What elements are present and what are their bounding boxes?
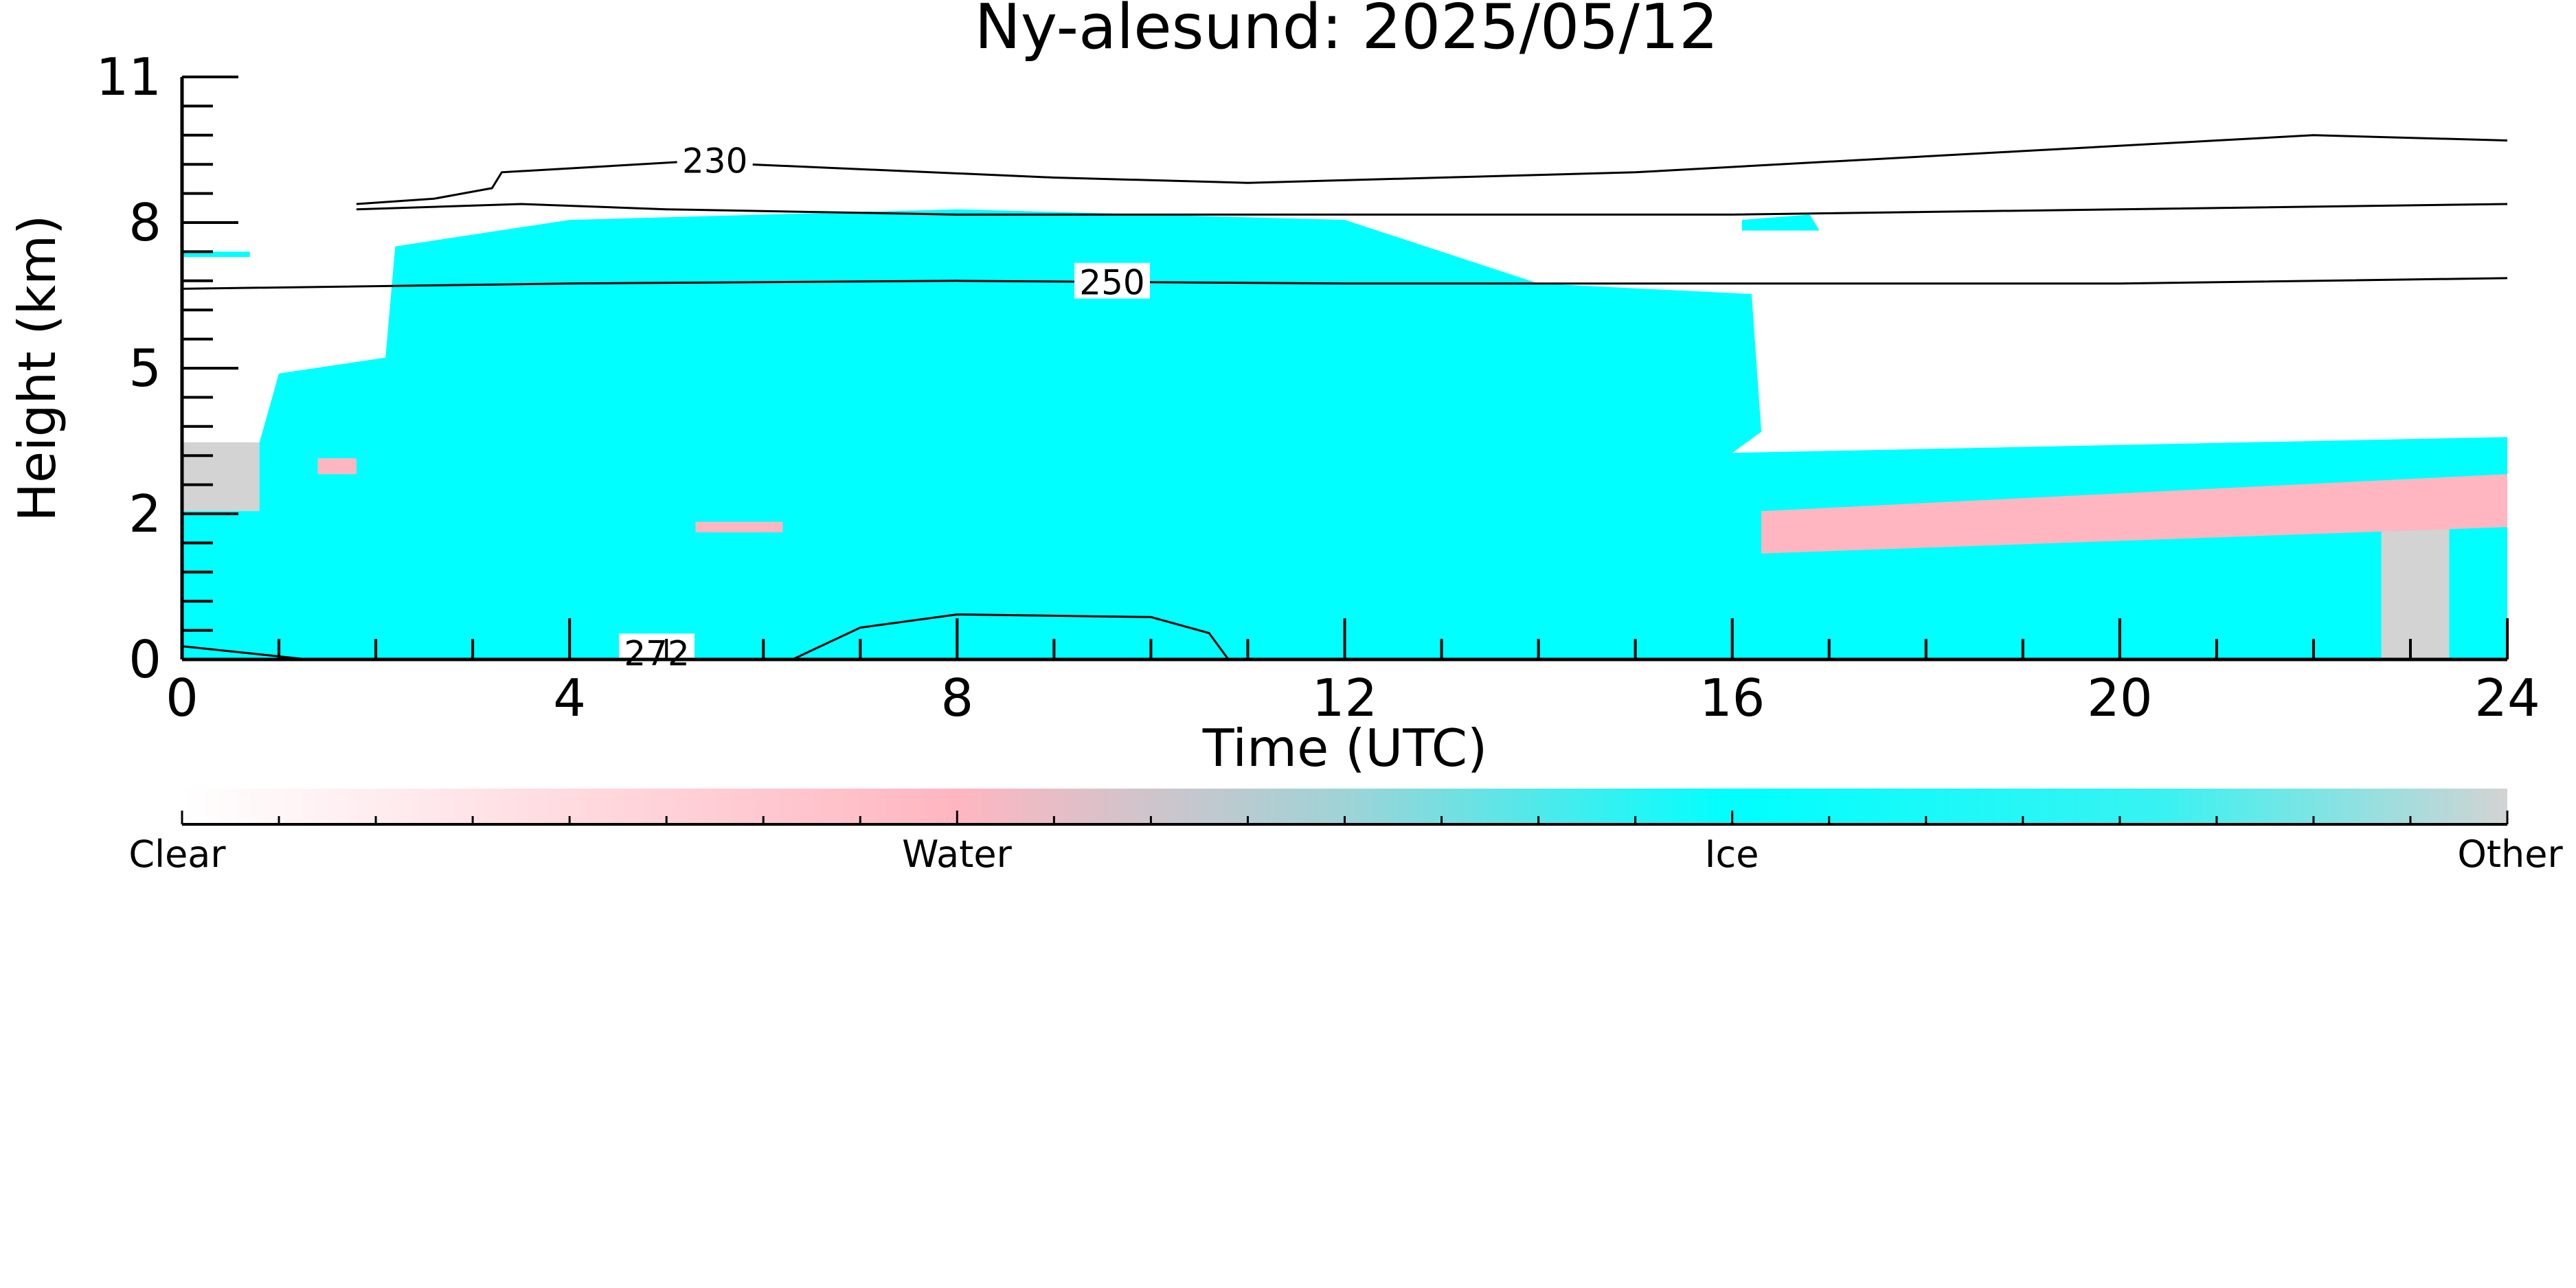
contour-line-0 <box>356 134 2507 205</box>
colorbar-label-ice: Ice <box>1705 833 1759 876</box>
colorbar-label-clear: Clear <box>128 833 226 876</box>
contour-label: 250 <box>1079 263 1144 303</box>
colorbar: Clear Water Ice Other <box>128 789 2563 876</box>
contour-label: 272 <box>624 633 689 673</box>
contour-label-bg <box>677 141 753 177</box>
contour-label-bg <box>619 633 695 670</box>
y-tick-label: 2 <box>128 484 161 544</box>
x-axis-label: Time (UTC) <box>1202 718 1488 778</box>
chart-title: Ny-alesund: 2025/05/12 <box>975 0 1719 63</box>
y-axis-ticks: 0 2 5 8 11 <box>96 47 238 690</box>
contour-line-3 <box>182 645 308 659</box>
region-other-4 <box>2381 506 2450 659</box>
x-tick-label: 16 <box>1699 668 1765 728</box>
region-water-7 <box>695 521 783 532</box>
colorbar-label-other: Other <box>2457 833 2563 876</box>
temperature-contours <box>182 134 2507 659</box>
x-tick-label: 0 <box>166 668 199 728</box>
contour-label-bg <box>1074 262 1150 299</box>
contour-labels: 230 250 272 <box>619 141 1150 673</box>
plot-area: 230 250 272 0 4 8 12 16 20 24 0 2 5 8 11 <box>96 47 2540 728</box>
contour-line-4 <box>791 613 1230 659</box>
region-ice-0 <box>182 209 2507 659</box>
y-axis-label: Height (km) <box>7 215 67 522</box>
region-water-6 <box>317 458 357 475</box>
x-tick-label: 24 <box>2474 668 2540 728</box>
x-tick-label: 12 <box>1312 668 1377 728</box>
y-tick-label: 5 <box>128 338 161 398</box>
x-tick-label: 4 <box>553 668 586 728</box>
region-ice-2 <box>1741 214 1820 231</box>
region-water-5 <box>1761 474 2507 554</box>
colorbar-label-water: Water <box>902 833 1012 876</box>
y-tick-label: 0 <box>128 629 161 690</box>
contour-line-2 <box>182 277 2507 290</box>
y-tick-label: 11 <box>96 47 161 107</box>
contour-label: 230 <box>682 141 747 181</box>
region-other-3 <box>182 442 260 512</box>
colorbar-ticks <box>181 811 2509 824</box>
classification-field <box>182 209 2507 659</box>
y-tick-label: 8 <box>128 192 161 253</box>
x-axis-ticks: 0 4 8 12 16 20 24 <box>166 618 2540 728</box>
x-tick-label: 20 <box>2087 668 2152 728</box>
contour-line-1 <box>356 203 2507 216</box>
x-tick-label: 8 <box>940 668 973 728</box>
